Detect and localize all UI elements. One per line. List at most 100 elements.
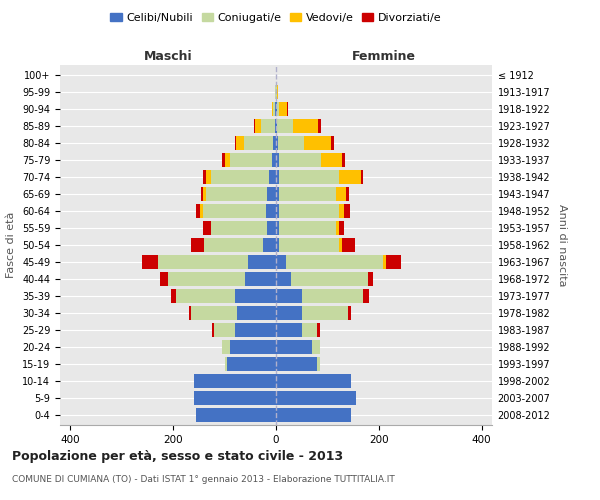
Bar (160, 272, 168, 286)
Bar (278, 238, 339, 252)
Bar (276, 119, 277, 133)
Bar (212, 323, 214, 337)
Bar (170, 289, 176, 303)
Bar (276, 255, 286, 269)
Bar (230, 340, 276, 354)
Bar (346, 187, 349, 201)
Bar (227, 357, 276, 371)
Bar (273, 102, 275, 116)
Bar (276, 374, 350, 388)
Bar (321, 153, 343, 167)
Bar (267, 221, 276, 235)
Bar (331, 136, 334, 150)
Bar (386, 255, 401, 269)
Bar (235, 136, 236, 150)
Bar (276, 391, 356, 405)
Bar (383, 255, 386, 269)
Bar (194, 374, 276, 388)
Bar (222, 153, 224, 167)
Bar (260, 119, 275, 133)
Bar (364, 289, 368, 303)
Bar (176, 289, 235, 303)
Bar (276, 170, 278, 184)
Bar (302, 323, 317, 337)
Bar (244, 136, 274, 150)
Bar (214, 323, 235, 337)
Bar (188, 306, 191, 320)
Bar (206, 187, 267, 201)
Bar (304, 136, 331, 150)
Bar (287, 102, 288, 116)
Bar (276, 153, 278, 167)
Bar (292, 272, 368, 286)
Bar (276, 221, 278, 235)
Bar (201, 187, 203, 201)
Y-axis label: Fasce di età: Fasce di età (7, 212, 16, 278)
Bar (203, 221, 211, 235)
Bar (348, 306, 350, 320)
Bar (339, 221, 344, 235)
Bar (286, 255, 383, 269)
Bar (293, 119, 318, 133)
Bar (368, 272, 373, 286)
Bar (204, 238, 263, 252)
Bar (277, 119, 293, 133)
Bar (267, 187, 276, 201)
Bar (248, 255, 276, 269)
Bar (256, 119, 260, 133)
Bar (272, 153, 276, 167)
Bar (302, 306, 348, 320)
Bar (266, 204, 276, 218)
Bar (275, 119, 276, 133)
Bar (203, 170, 206, 184)
Bar (278, 136, 304, 150)
Bar (222, 340, 230, 354)
Bar (276, 357, 317, 371)
Bar (203, 204, 266, 218)
Bar (211, 170, 269, 184)
Y-axis label: Anni di nascita: Anni di nascita (557, 204, 567, 286)
Bar (342, 238, 355, 252)
Bar (344, 204, 350, 218)
Bar (277, 85, 278, 99)
Bar (196, 204, 200, 218)
Bar (302, 289, 364, 303)
Bar (191, 238, 204, 252)
Bar (196, 408, 276, 422)
Bar (235, 323, 276, 337)
Bar (278, 170, 339, 184)
Bar (142, 255, 158, 269)
Bar (278, 204, 339, 218)
Bar (277, 102, 279, 116)
Text: COMUNE DI CUMIANA (TO) - Dati ISTAT 1° gennaio 2013 - Elaborazione TUTTITALIA.IT: COMUNE DI CUMIANA (TO) - Dati ISTAT 1° g… (12, 475, 395, 484)
Bar (206, 170, 211, 184)
Legend: Celibi/Nubili, Coniugati/e, Vedovi/e, Divorziati/e: Celibi/Nubili, Coniugati/e, Vedovi/e, Di… (106, 8, 446, 27)
Bar (343, 153, 345, 167)
Bar (278, 187, 336, 201)
Bar (236, 136, 244, 150)
Bar (318, 119, 321, 133)
Bar (203, 187, 206, 201)
Text: Maschi: Maschi (143, 50, 193, 64)
Text: Popolazione per età, sesso e stato civile - 2013: Popolazione per età, sesso e stato civil… (12, 450, 343, 463)
Bar (336, 187, 346, 201)
Bar (168, 272, 245, 286)
Bar (312, 340, 320, 354)
Bar (276, 272, 292, 286)
Bar (194, 391, 276, 405)
Bar (245, 272, 276, 286)
Bar (275, 85, 276, 99)
Bar (339, 238, 342, 252)
Bar (200, 204, 203, 218)
Bar (211, 221, 267, 235)
Bar (276, 136, 278, 150)
Bar (224, 153, 230, 167)
Bar (254, 119, 256, 133)
Bar (361, 170, 364, 184)
Bar (274, 136, 276, 150)
Bar (276, 204, 278, 218)
Bar (279, 102, 287, 116)
Bar (317, 323, 320, 337)
Bar (191, 306, 238, 320)
Bar (158, 255, 248, 269)
